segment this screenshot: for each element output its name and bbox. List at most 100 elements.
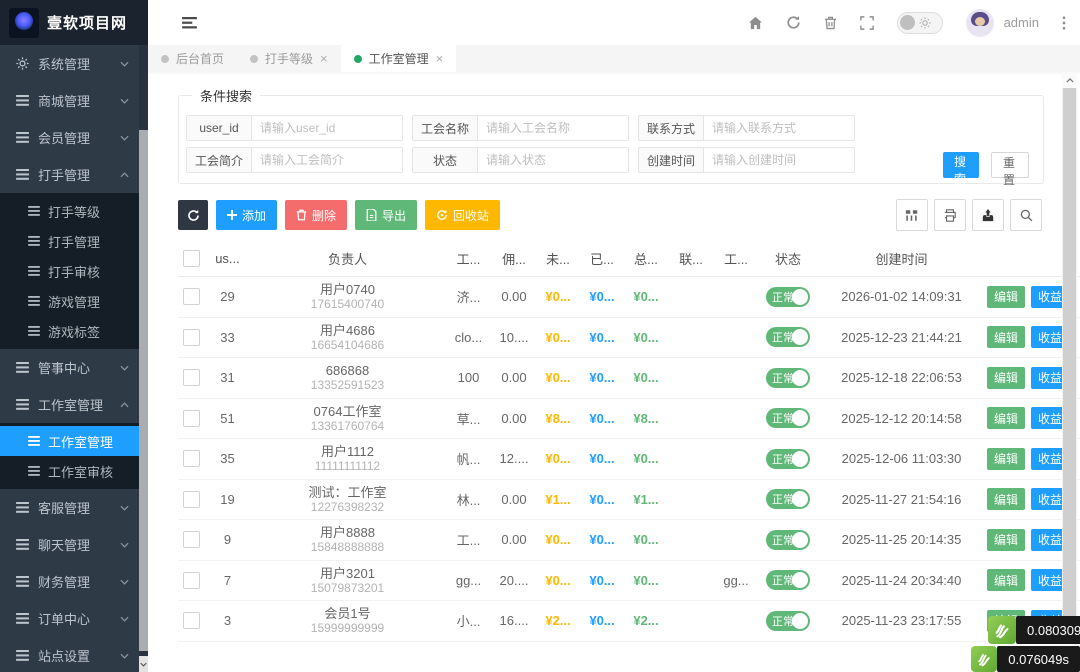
sidebar-item-fighter[interactable]: 打手管理 (0, 156, 139, 193)
row-checkbox[interactable] (183, 369, 200, 387)
sidebar-item-fighter-level[interactable]: 打手等级 (0, 196, 139, 226)
income-button[interactable]: 收益 (1031, 407, 1070, 430)
status-toggle[interactable]: 正常 (766, 610, 810, 631)
add-button[interactable]: 添加 (216, 200, 278, 230)
status-toggle[interactable]: 正常 (766, 408, 810, 429)
print-button[interactable] (934, 199, 966, 231)
search-button[interactable]: 搜索 (943, 152, 979, 186)
recycle-bin-button[interactable]: 回收站 (425, 200, 501, 230)
sidebar-item-system[interactable]: 系统管理 (0, 45, 139, 82)
edit-button[interactable]: 编辑 (987, 447, 1026, 470)
sidebar-scrollbar[interactable] (139, 45, 148, 672)
sidebar-item-fighter-manage[interactable]: 打手管理 (0, 226, 139, 256)
sidebar-item-fighter-audit[interactable]: 打手审核 (0, 256, 139, 286)
edit-button[interactable]: 编辑 (987, 285, 1026, 308)
edit-button[interactable]: 编辑 (987, 488, 1026, 511)
sidebar-item-game-manage[interactable]: 游戏管理 (0, 286, 139, 316)
row-checkbox[interactable] (183, 409, 200, 427)
col-contact[interactable]: 联... (679, 251, 703, 267)
sidebar-scroll-down-button[interactable] (139, 656, 148, 672)
status-toggle[interactable]: 正常 (766, 367, 810, 388)
col-created[interactable]: 创建时间 (875, 251, 928, 267)
col-settled[interactable]: 已... (590, 251, 614, 267)
status-input[interactable] (477, 147, 629, 173)
reset-button[interactable]: 重置 (991, 152, 1029, 187)
col-status[interactable]: 状态 (774, 251, 801, 267)
avatar[interactable] (965, 8, 994, 37)
theme-toggle[interactable] (896, 11, 943, 34)
sidebar-item-site[interactable]: 站点设置 (0, 637, 139, 672)
close-icon[interactable]: × (435, 51, 444, 66)
row-checkbox[interactable] (183, 450, 200, 468)
trace-badge-outer[interactable]: 0.076049s (971, 646, 1080, 672)
fullscreen-button[interactable] (859, 15, 874, 30)
user-id-input[interactable] (251, 115, 403, 141)
search-table-button[interactable] (1010, 199, 1042, 231)
income-button[interactable]: 收益 (1031, 326, 1070, 349)
guild-intro-input[interactable] (251, 147, 403, 173)
col-guild[interactable]: 工... (456, 251, 481, 267)
row-checkbox[interactable] (183, 288, 200, 306)
status-toggle[interactable]: 正常 (766, 327, 810, 348)
row-checkbox[interactable] (183, 328, 200, 346)
col-intro[interactable]: 工... (724, 251, 748, 267)
status-toggle[interactable]: 正常 (766, 489, 810, 510)
col-commission[interactable]: 佣... (502, 251, 526, 267)
row-checkbox[interactable] (183, 490, 200, 508)
income-button[interactable]: 收益 (1031, 447, 1070, 470)
sidebar-item-studio[interactable]: 工作室管理 (0, 386, 139, 423)
status-toggle[interactable]: 正常 (766, 448, 810, 469)
refresh-button[interactable] (786, 15, 801, 30)
collapse-sidebar-button[interactable] (182, 16, 197, 29)
col-owner[interactable]: 负责人 (327, 251, 367, 267)
trace-badge-inner[interactable]: 0.080309s (988, 616, 1080, 644)
status-toggle[interactable]: 正常 (766, 529, 810, 550)
tab-dashboard[interactable]: 后台首页 (148, 45, 237, 72)
guild-name-input[interactable] (477, 115, 629, 141)
edit-button[interactable]: 编辑 (987, 569, 1026, 592)
income-button[interactable]: 收益 (1031, 366, 1070, 389)
row-checkbox[interactable] (183, 531, 200, 549)
income-button[interactable]: 收益 (1031, 285, 1070, 308)
sidebar-item-steward[interactable]: 管事中心 (0, 349, 139, 386)
select-all-checkbox[interactable] (183, 249, 200, 267)
sidebar-item-studio-manage[interactable]: 工作室管理 (0, 426, 139, 456)
row-checkbox[interactable] (183, 571, 200, 589)
sidebar-item-studio-audit[interactable]: 工作室审核 (0, 456, 139, 486)
income-button[interactable]: 收益 (1031, 569, 1070, 592)
sidebar-item-service[interactable]: 客服管理 (0, 489, 139, 526)
tab-studio-manage[interactable]: 工作室管理 × (340, 45, 457, 72)
sidebar-item-order[interactable]: 订单中心 (0, 600, 139, 637)
status-toggle[interactable]: 正常 (766, 570, 810, 591)
sidebar-item-mall[interactable]: 商城管理 (0, 82, 139, 119)
col-total[interactable]: 总... (634, 251, 658, 267)
sidebar-item-chat[interactable]: 聊天管理 (0, 526, 139, 563)
sidebar-scrollbar-thumb[interactable] (139, 130, 148, 651)
username[interactable]: admin (1003, 15, 1039, 30)
edit-button[interactable]: 编辑 (987, 366, 1026, 389)
status-toggle[interactable]: 正常 (766, 286, 810, 307)
income-button[interactable]: 收益 (1031, 528, 1070, 551)
content-scrollbar[interactable] (1062, 72, 1077, 645)
export-button[interactable]: 导出 (355, 200, 418, 230)
row-checkbox[interactable] (183, 612, 200, 630)
home-button[interactable] (748, 16, 763, 30)
sidebar-item-finance[interactable]: 财务管理 (0, 563, 139, 600)
created-time-input[interactable] (703, 147, 855, 173)
income-button[interactable]: 收益 (1031, 488, 1070, 511)
clear-cache-button[interactable] (824, 16, 837, 30)
close-icon[interactable]: × (320, 51, 328, 66)
contact-input[interactable] (703, 115, 855, 141)
tab-fighter-level[interactable]: 打手等级 × (237, 45, 341, 72)
scroll-up-button[interactable] (1062, 72, 1077, 88)
export-data-button[interactable] (972, 199, 1004, 231)
edit-button[interactable]: 编辑 (987, 528, 1026, 551)
refresh-table-button[interactable] (178, 200, 208, 230)
delete-button[interactable]: 删除 (285, 200, 348, 230)
col-user-id[interactable]: us... (215, 250, 240, 266)
sidebar-item-member[interactable]: 会员管理 (0, 119, 139, 156)
edit-button[interactable]: 编辑 (987, 326, 1026, 349)
more-menu-button[interactable] (1062, 15, 1066, 30)
col-unsettled[interactable]: 未... (546, 251, 570, 267)
sidebar-item-game-tag[interactable]: 游戏标签 (0, 316, 139, 346)
